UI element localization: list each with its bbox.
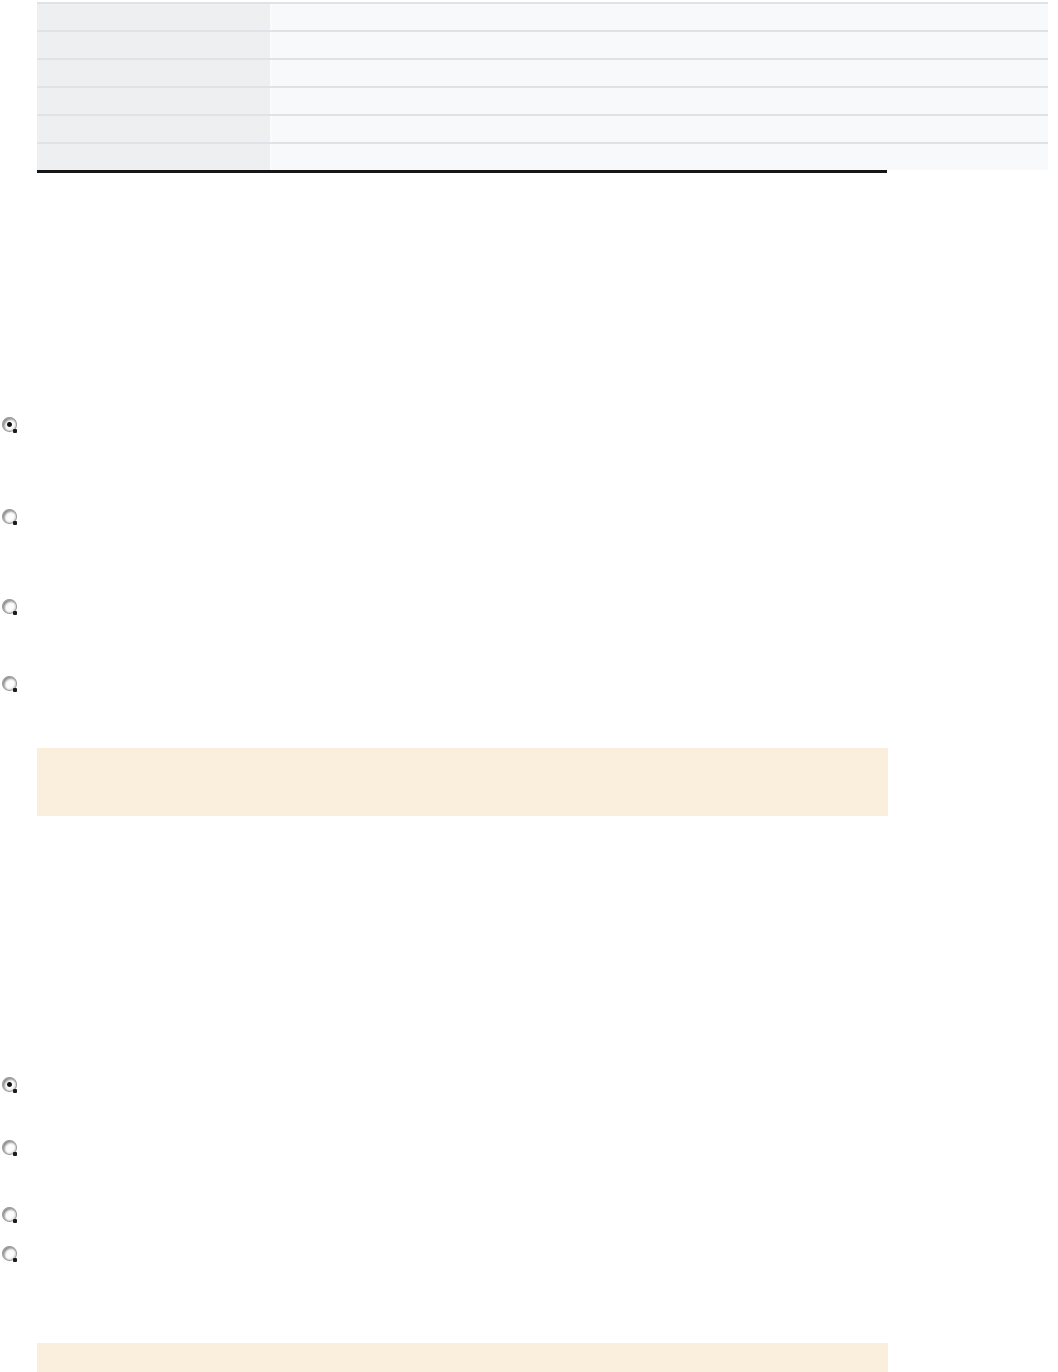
- row-header-cell: [37, 4, 272, 30]
- radio-button[interactable]: [2, 1206, 17, 1223]
- radio-button[interactable]: [2, 1076, 17, 1093]
- feedback-highlight: [37, 748, 888, 816]
- radio-button[interactable]: [2, 1139, 17, 1156]
- answer-option[interactable]: [2, 415, 25, 433]
- answer-option[interactable]: [2, 597, 25, 615]
- row-value-cell: [272, 144, 1048, 170]
- row-header-cell: [37, 144, 272, 170]
- radio-button[interactable]: [2, 1245, 17, 1262]
- table-row: [37, 2, 1048, 30]
- table-bottom-border: [37, 170, 887, 173]
- summary-table: [37, 2, 1048, 170]
- table-row: [37, 114, 1048, 142]
- table-row: [37, 142, 1048, 170]
- answer-option[interactable]: [2, 1138, 25, 1156]
- row-header-cell: [37, 116, 272, 142]
- radio-button[interactable]: [2, 508, 17, 525]
- row-value-cell: [272, 32, 1048, 58]
- radio-button[interactable]: [2, 416, 17, 433]
- row-header-cell: [37, 88, 272, 114]
- table-row: [37, 86, 1048, 114]
- row-value-cell: [272, 4, 1048, 30]
- answer-option[interactable]: [2, 1205, 25, 1223]
- table-row: [37, 58, 1048, 86]
- row-value-cell: [272, 60, 1048, 86]
- row-header-cell: [37, 32, 272, 58]
- table-row: [37, 30, 1048, 58]
- answer-option[interactable]: [2, 507, 25, 525]
- answer-option[interactable]: [2, 674, 25, 692]
- row-value-cell: [272, 116, 1048, 142]
- answer-option[interactable]: [2, 1075, 25, 1093]
- answer-option[interactable]: [2, 1244, 25, 1262]
- row-header-cell: [37, 60, 272, 86]
- feedback-highlight: [37, 1343, 888, 1372]
- row-value-cell: [272, 88, 1048, 114]
- radio-button[interactable]: [2, 598, 17, 615]
- radio-button[interactable]: [2, 675, 17, 692]
